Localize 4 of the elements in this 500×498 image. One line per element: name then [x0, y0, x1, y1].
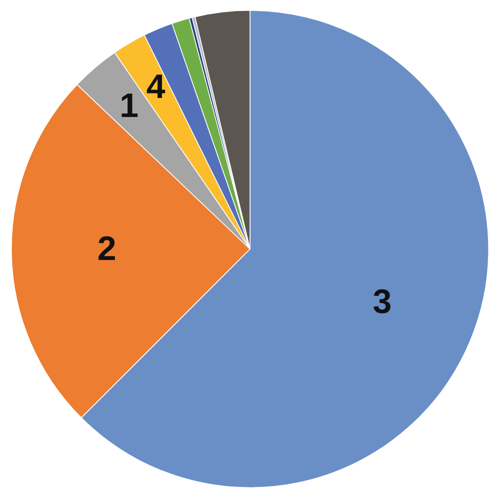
slice-label: 4	[146, 68, 166, 106]
slice-label: 1	[120, 86, 139, 125]
slice-label: 2	[97, 230, 116, 268]
slice-label: 3	[372, 283, 392, 322]
